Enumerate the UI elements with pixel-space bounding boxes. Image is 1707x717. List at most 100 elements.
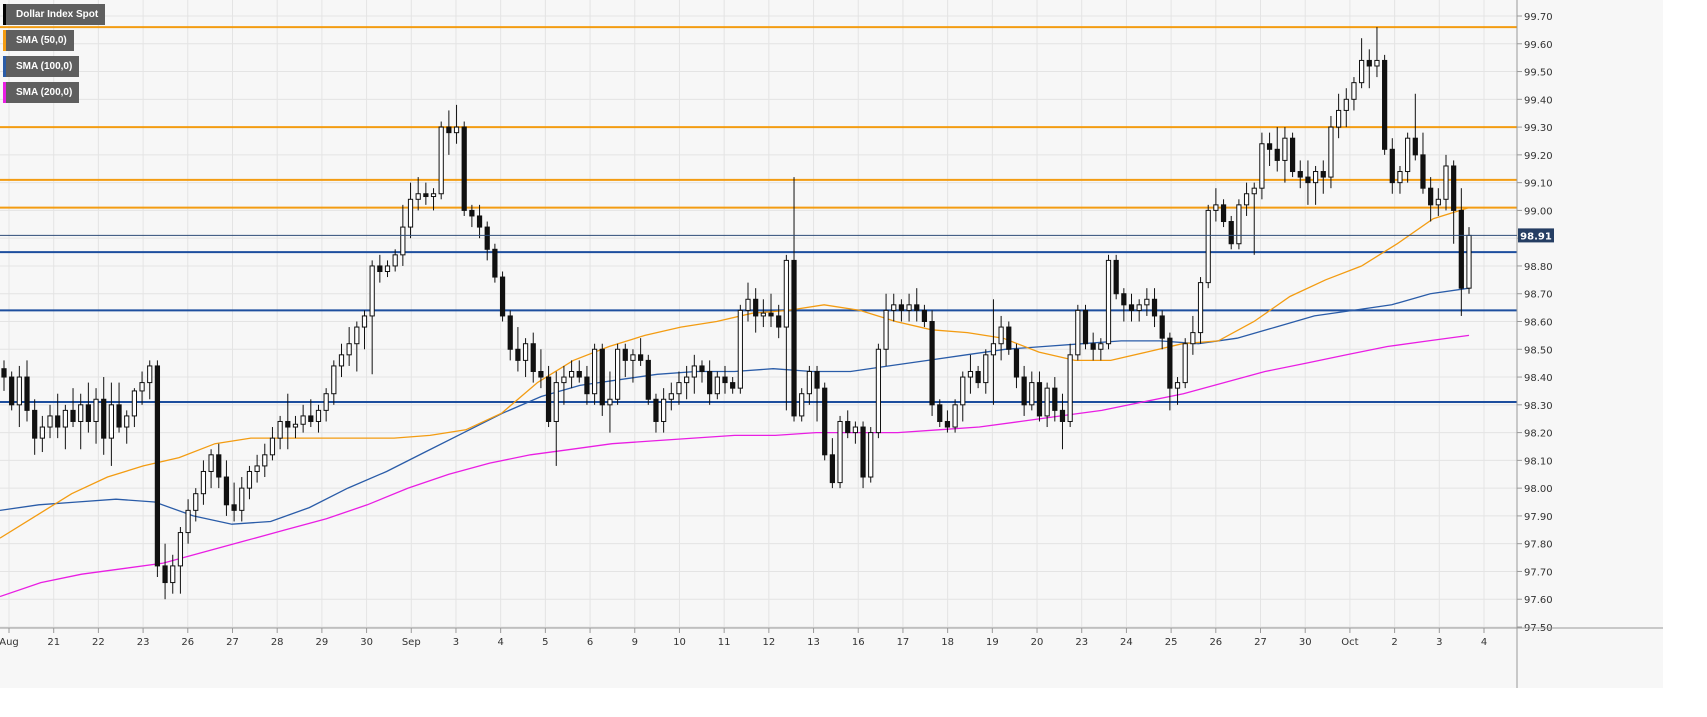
candle-up [254,465,260,472]
candle-up [415,193,421,200]
candle-up [1067,354,1073,422]
legend-label-dollar-index: Dollar Index Spot [16,9,99,20]
candle-down [638,354,644,361]
sma-100-line [0,287,1470,525]
candle-down [116,404,122,428]
candle-up [193,493,199,511]
x-axis: Aug 21 22 23 26 27 28 29 30 Sep 3 4 5 6 9 10 11 12 13 16 17 1… [0,627,1663,648]
x-tick-label: Sep [402,637,421,648]
candle-down [1320,171,1326,178]
y-tick-label: 99.40 [1524,95,1553,106]
y-tick-label: 98.70 [1524,290,1553,301]
candle-up [990,343,997,356]
candle-up [47,415,53,428]
candle-down [921,309,928,322]
x-tick-label: 19 [986,637,999,648]
candle-down [476,215,483,228]
x-tick-label: 12 [762,637,775,648]
y-tick-label: 99.60 [1524,40,1553,51]
candle-up [208,454,214,472]
candle-down [1366,59,1372,67]
x-tick-label: 24 [1120,637,1133,648]
candle-up [799,393,805,417]
candle-up [392,254,398,267]
candle-down [1428,187,1434,206]
candle-up [1197,282,1204,334]
x-tick-label: 18 [941,637,954,648]
candle-up [246,470,253,489]
candles [1,27,1472,600]
candle-up [561,376,567,384]
candle-down [1036,382,1043,417]
legend-item-sma-100[interactable]: SMA (100,0) [3,56,80,77]
candle-down [645,359,651,400]
x-tick-label: 27 [226,637,239,648]
candle-up [147,365,153,384]
legend-label-sma-50: SMA (50,0) [16,35,67,46]
candle-up [300,415,306,425]
candle-down [70,409,76,422]
candle-up [453,126,460,134]
candle-down [461,126,467,211]
candle-down [1266,143,1273,150]
x-tick-label: 28 [271,637,284,648]
candle-up [553,382,559,422]
y-tick-label: 97.90 [1524,512,1553,523]
candle-down [937,404,943,422]
candle-down [55,415,61,428]
candle-up [891,304,897,311]
candle-up [407,198,414,228]
candle-down [1458,209,1464,289]
legend-item-sma-200[interactable]: SMA (200,0) [3,82,80,103]
candle-down [223,476,230,506]
candle-down [515,348,521,361]
candle-down [829,454,835,484]
y-tick-label: 97.80 [1524,540,1553,551]
legend-swatch-dollar-index [3,4,6,25]
x-tick-label: 26 [1209,637,1222,648]
candle-down [1274,148,1280,161]
x-tick-label: 27 [1254,637,1267,648]
candle-up [522,343,529,361]
candle-up [998,326,1004,345]
candle-up [1236,204,1242,245]
x-tick-label: 3 [453,637,459,648]
candle-down [914,304,920,311]
candle-up [323,393,329,411]
candle-up [93,398,99,422]
candle-up [361,315,368,328]
candle-down [722,376,728,384]
candle-up [676,382,682,395]
candle-up [1075,309,1081,356]
candle-down [423,193,429,198]
candle-up [806,370,812,395]
candle-down [1059,409,1066,422]
candle-down [545,376,552,422]
x-tick-label: 30 [1299,637,1312,648]
y-tick-label: 98.60 [1524,318,1553,329]
candle-down [9,376,15,406]
candle-up [438,126,444,195]
y-tick-label: 98.80 [1524,262,1553,273]
x-tick-label: 5 [542,637,548,648]
candle-up [170,565,176,584]
grid [0,0,1517,628]
candle-down [1228,221,1234,245]
candle-up [630,354,636,361]
candle-down [446,126,452,134]
candle-down [285,420,291,428]
candle-up [691,365,697,378]
candle-down [1451,165,1457,211]
candle-down [101,398,107,439]
y-tick-label: 99.20 [1524,151,1553,162]
candle-up [124,415,130,428]
x-tick-label: Aug [0,637,19,648]
x-tick-label: 30 [360,637,373,648]
candle-down [1305,176,1311,184]
horizontal-levels [0,26,1517,404]
legend-item-dollar-index[interactable]: Dollar Index Spot [3,4,106,25]
candle-up [591,348,598,395]
candle-down [1289,137,1296,173]
legend-item-sma-50[interactable]: SMA (50,0) [3,30,74,51]
